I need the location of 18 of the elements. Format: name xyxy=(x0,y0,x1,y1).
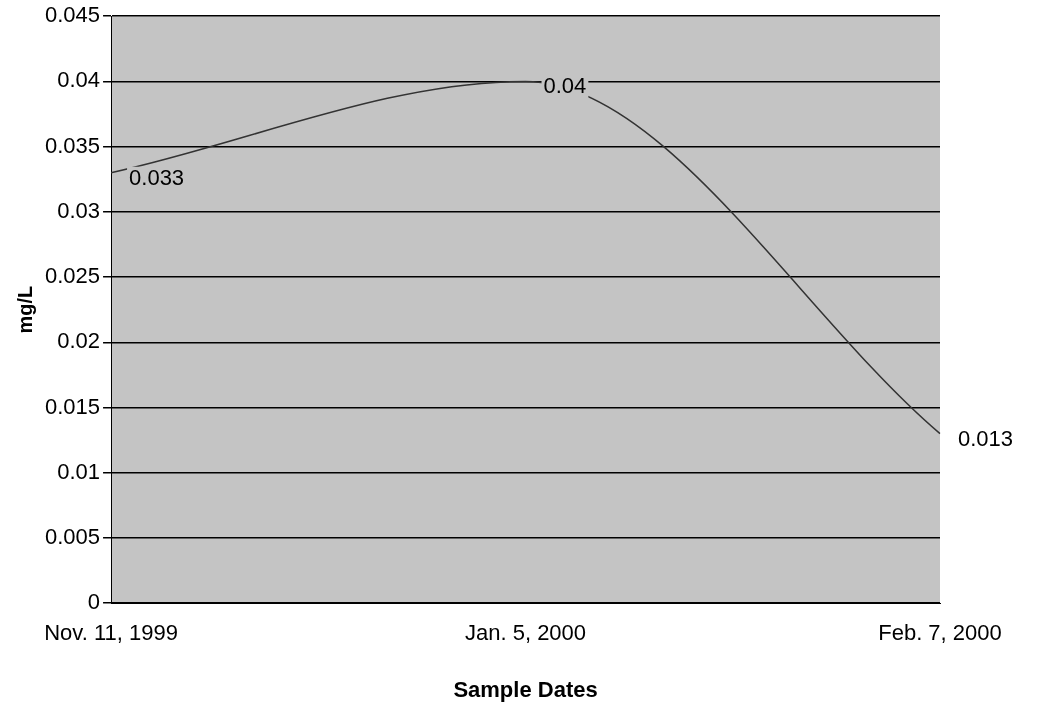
x-tick-label: Feb. 7, 2000 xyxy=(878,620,1002,646)
y-tick-label: 0.02 xyxy=(57,328,101,354)
data-label: 0.04 xyxy=(543,73,587,99)
y-tick-label: 0.01 xyxy=(57,458,101,484)
y-tick-label: 0.03 xyxy=(57,197,101,223)
y-axis-title: mg/L xyxy=(13,285,36,334)
data-label: 0.013 xyxy=(958,425,1014,451)
x-tick-label: Jan. 5, 2000 xyxy=(464,620,587,646)
x-axis-title: Sample Dates xyxy=(453,676,598,702)
y-tick-label: 0.045 xyxy=(44,2,101,28)
x-tick-label: Nov. 11, 1999 xyxy=(44,620,178,646)
y-tick-label: 0 xyxy=(87,589,101,615)
y-tick-label: 0.035 xyxy=(44,132,101,158)
y-tick-label: 0.025 xyxy=(44,263,101,289)
data-label: 0.033 xyxy=(129,164,185,190)
y-tick-label: 0.015 xyxy=(44,393,101,419)
y-tick-label: 0.04 xyxy=(57,67,101,93)
y-tick-label: 0.005 xyxy=(44,524,101,550)
